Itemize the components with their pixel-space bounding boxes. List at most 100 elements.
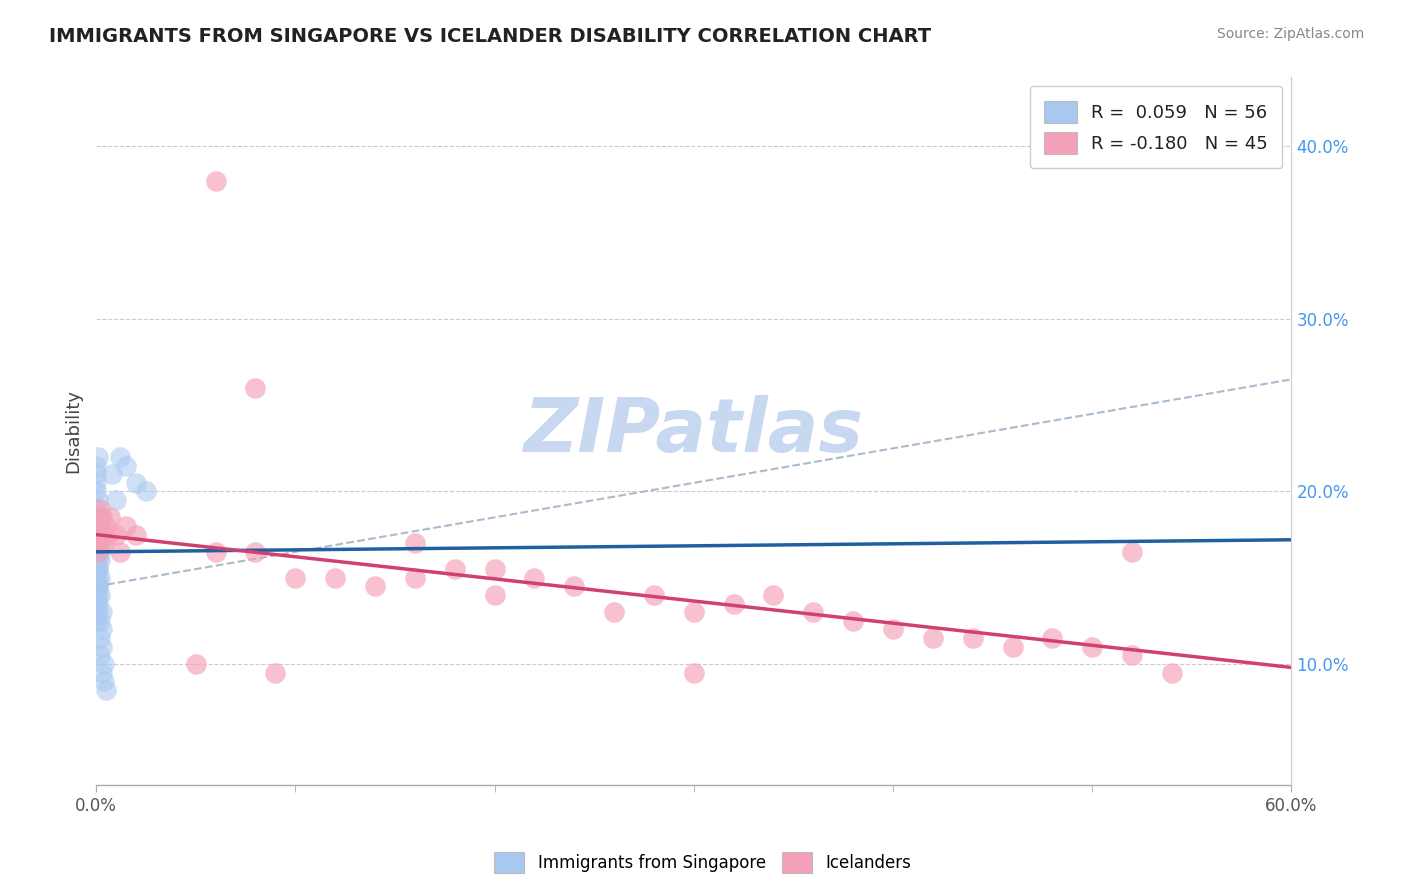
Point — [125, 475, 148, 490]
Point — [245, 545, 267, 559]
Point — [87, 519, 110, 533]
Point — [87, 571, 110, 585]
Point — [184, 657, 207, 671]
Point — [484, 588, 506, 602]
Point — [97, 527, 120, 541]
Point — [87, 536, 110, 550]
Point — [87, 545, 110, 559]
Point — [921, 631, 943, 645]
Point — [204, 545, 226, 559]
Point — [1121, 545, 1143, 559]
Point — [105, 493, 128, 508]
Point — [84, 501, 107, 516]
Point — [115, 458, 138, 473]
Point — [89, 527, 111, 541]
Point — [135, 484, 157, 499]
Point — [84, 519, 107, 533]
Point — [762, 588, 785, 602]
Legend: Immigrants from Singapore, Icelanders: Immigrants from Singapore, Icelanders — [488, 846, 918, 880]
Point — [89, 536, 111, 550]
Point — [89, 510, 111, 524]
Point — [87, 450, 110, 464]
Point — [89, 545, 111, 559]
Point — [84, 467, 107, 482]
Point — [364, 579, 387, 593]
Point — [404, 536, 426, 550]
Point — [245, 381, 267, 395]
Point — [91, 510, 114, 524]
Legend: R =  0.059   N = 56, R = -0.180   N = 45: R = 0.059 N = 56, R = -0.180 N = 45 — [1029, 87, 1282, 169]
Point — [603, 605, 626, 619]
Point — [84, 536, 107, 550]
Point — [87, 510, 110, 524]
Point — [94, 519, 117, 533]
Point — [443, 562, 465, 576]
Point — [87, 579, 110, 593]
Point — [523, 571, 546, 585]
Point — [87, 579, 110, 593]
Point — [115, 519, 138, 533]
Point — [87, 510, 110, 524]
Point — [89, 614, 111, 628]
Point — [1161, 665, 1184, 680]
Point — [682, 665, 704, 680]
Point — [89, 519, 111, 533]
Point — [84, 562, 107, 576]
Point — [84, 614, 107, 628]
Point — [264, 665, 287, 680]
Point — [93, 674, 115, 689]
Point — [84, 597, 107, 611]
Point — [84, 475, 107, 490]
Point — [1040, 631, 1063, 645]
Point — [562, 579, 585, 593]
Point — [87, 553, 110, 567]
Point — [89, 571, 111, 585]
Y-axis label: Disability: Disability — [65, 389, 82, 473]
Point — [94, 682, 117, 697]
Point — [801, 605, 824, 619]
Point — [93, 536, 115, 550]
Text: ZIPatlas: ZIPatlas — [524, 394, 863, 467]
Point — [89, 631, 111, 645]
Point — [91, 623, 114, 637]
Point — [87, 605, 110, 619]
Point — [87, 527, 110, 541]
Point — [84, 588, 107, 602]
Point — [84, 545, 107, 559]
Point — [643, 588, 665, 602]
Point — [91, 640, 114, 654]
Point — [87, 527, 110, 541]
Point — [84, 519, 107, 533]
Point — [284, 571, 307, 585]
Point — [882, 623, 904, 637]
Point — [87, 562, 110, 576]
Point — [91, 665, 114, 680]
Text: Source: ZipAtlas.com: Source: ZipAtlas.com — [1216, 27, 1364, 41]
Point — [87, 597, 110, 611]
Point — [101, 467, 124, 482]
Point — [89, 648, 111, 663]
Point — [87, 545, 110, 559]
Point — [962, 631, 984, 645]
Point — [91, 605, 114, 619]
Point — [84, 458, 107, 473]
Point — [108, 545, 131, 559]
Point — [1001, 640, 1024, 654]
Point — [89, 553, 111, 567]
Point — [842, 614, 865, 628]
Point — [723, 597, 745, 611]
Point — [484, 562, 506, 576]
Point — [125, 527, 148, 541]
Point — [87, 493, 110, 508]
Point — [87, 562, 110, 576]
Point — [682, 605, 704, 619]
Point — [89, 501, 111, 516]
Point — [204, 174, 226, 188]
Point — [84, 484, 107, 499]
Point — [93, 657, 115, 671]
Point — [84, 553, 107, 567]
Point — [105, 527, 128, 541]
Point — [84, 527, 107, 541]
Text: IMMIGRANTS FROM SINGAPORE VS ICELANDER DISABILITY CORRELATION CHART: IMMIGRANTS FROM SINGAPORE VS ICELANDER D… — [49, 27, 931, 45]
Point — [108, 450, 131, 464]
